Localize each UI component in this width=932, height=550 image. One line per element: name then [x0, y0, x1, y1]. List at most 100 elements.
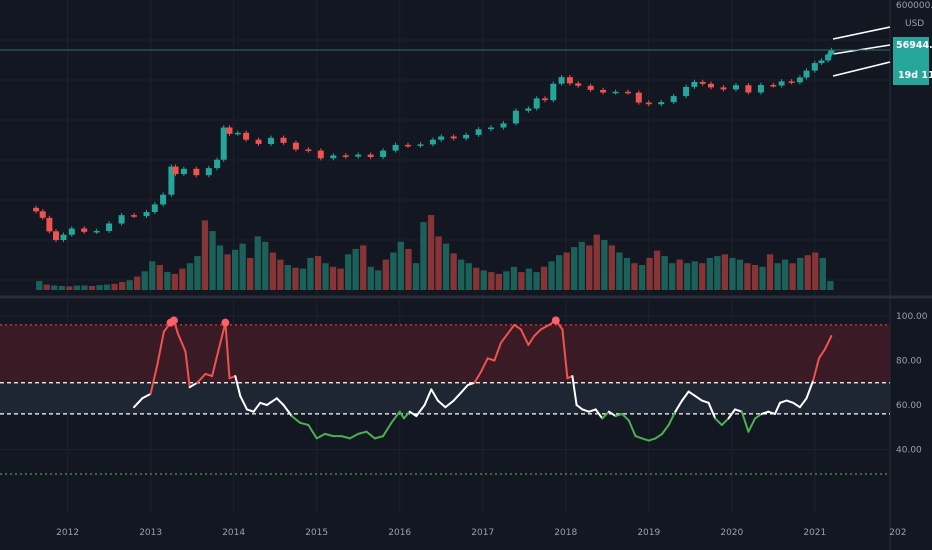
rsi-segment[interactable] [774, 401, 781, 415]
candle-body[interactable] [818, 60, 825, 64]
rsi-segment[interactable] [767, 410, 776, 415]
rsi-segment[interactable] [581, 408, 590, 413]
candle-body[interactable] [475, 129, 482, 135]
candle-body[interactable] [745, 85, 752, 93]
candle-body[interactable] [160, 194, 167, 205]
rsi-segment[interactable] [727, 408, 737, 420]
candle-body[interactable] [205, 168, 212, 176]
rsi-segment[interactable] [740, 410, 750, 433]
candle-body[interactable] [587, 85, 594, 90]
candle-body[interactable] [330, 155, 337, 159]
rsi-segment[interactable] [204, 372, 214, 378]
candle-body[interactable] [151, 204, 158, 212]
rsi-segment[interactable] [184, 350, 191, 389]
candle-body[interactable] [46, 217, 53, 232]
rsi-segment[interactable] [700, 399, 710, 404]
candle-body[interactable] [172, 166, 179, 175]
candle-body[interactable] [33, 207, 40, 212]
candle-body[interactable] [691, 81, 698, 87]
candle-body[interactable] [39, 211, 46, 218]
rsi-segment[interactable] [561, 328, 569, 380]
rsi-segment[interactable] [754, 412, 763, 420]
rsi-segment[interactable] [747, 417, 757, 433]
candle-body[interactable] [512, 110, 519, 124]
candle-body[interactable] [600, 89, 607, 93]
rsi-segment[interactable] [614, 412, 624, 418]
candle-body[interactable] [280, 137, 287, 143]
rsi-segment[interactable] [259, 401, 268, 406]
candle-body[interactable] [292, 142, 299, 150]
rsi-segment[interactable] [486, 357, 496, 362]
rsi-segment[interactable] [654, 432, 664, 440]
rsi-segment[interactable] [307, 424, 318, 440]
candle-body[interactable] [828, 50, 835, 55]
candle-body[interactable] [53, 231, 59, 240]
candle-body[interactable] [778, 81, 785, 86]
rsi-segment[interactable] [315, 432, 326, 440]
rsi-segment[interactable] [575, 404, 584, 411]
candle-body[interactable] [317, 150, 324, 159]
candle-body[interactable] [658, 102, 665, 105]
rsi-segment[interactable] [527, 335, 536, 346]
rsi-segment[interactable] [687, 390, 697, 398]
candle-body[interactable] [342, 155, 349, 157]
rsi-segment[interactable] [720, 417, 730, 426]
rsi-segment[interactable] [423, 388, 433, 406]
rsi-segment[interactable] [812, 357, 820, 382]
rsi-segment[interactable] [373, 435, 385, 440]
rsi-segment[interactable] [634, 435, 644, 440]
rsi-segment[interactable] [324, 432, 335, 438]
candle-body[interactable] [417, 144, 424, 146]
rsi-series[interactable] [133, 319, 833, 442]
rsi-segment[interactable] [571, 375, 578, 406]
rsi-segment[interactable] [694, 395, 703, 402]
rsi-segment[interactable] [224, 321, 231, 380]
rsi-segment[interactable] [217, 321, 227, 351]
rsi-segment[interactable] [461, 384, 469, 393]
candle-body[interactable] [60, 234, 67, 240]
candle-body[interactable] [550, 83, 557, 101]
candle-body[interactable] [488, 127, 494, 130]
candle-body[interactable] [463, 134, 470, 139]
rsi-segment[interactable] [513, 323, 522, 331]
candle-body[interactable] [757, 85, 764, 93]
rsi-segment[interactable] [275, 397, 285, 406]
rsi-segment[interactable] [177, 332, 187, 353]
candle-body[interactable] [533, 98, 540, 109]
candle-body[interactable] [214, 159, 221, 169]
rsi-segment[interactable] [246, 408, 255, 413]
candle-body[interactable] [380, 150, 387, 157]
candle-body[interactable] [234, 132, 241, 135]
candle-body[interactable] [168, 166, 175, 195]
candle-body[interactable] [305, 149, 312, 151]
candle-body[interactable] [255, 139, 262, 144]
candle-body[interactable] [670, 96, 677, 103]
candle-body[interactable] [803, 70, 810, 78]
candle-body[interactable] [733, 85, 739, 90]
rsi-segment[interactable] [430, 388, 439, 402]
rsi-segment[interactable] [779, 399, 788, 404]
candle-body[interactable] [118, 215, 125, 224]
candle-body[interactable] [220, 127, 227, 160]
candle-body[interactable] [558, 77, 565, 84]
rsi-segment[interactable] [647, 437, 657, 442]
rsi-segment[interactable] [239, 395, 248, 411]
rsi-segment[interactable] [348, 432, 360, 440]
rsi-segment[interactable] [444, 399, 455, 409]
rsi-segment[interactable] [792, 401, 801, 409]
candle-body[interactable] [612, 91, 619, 94]
rsi-segment[interactable] [188, 381, 199, 389]
rsi-segment[interactable] [365, 430, 376, 440]
rsi-segment[interactable] [714, 417, 723, 426]
rsi-segment[interactable] [398, 410, 405, 420]
rsi-segment[interactable] [141, 392, 152, 400]
candle-body[interactable] [500, 123, 507, 128]
rsi-segment[interactable] [641, 437, 650, 442]
rsi-segment[interactable] [415, 404, 426, 418]
rsi-segment[interactable] [785, 399, 795, 404]
rsi-segment[interactable] [480, 357, 489, 373]
candle-body[interactable] [450, 136, 457, 139]
candle-body[interactable] [193, 168, 200, 176]
candle-body[interactable] [68, 228, 75, 235]
candle-body[interactable] [770, 85, 777, 87]
